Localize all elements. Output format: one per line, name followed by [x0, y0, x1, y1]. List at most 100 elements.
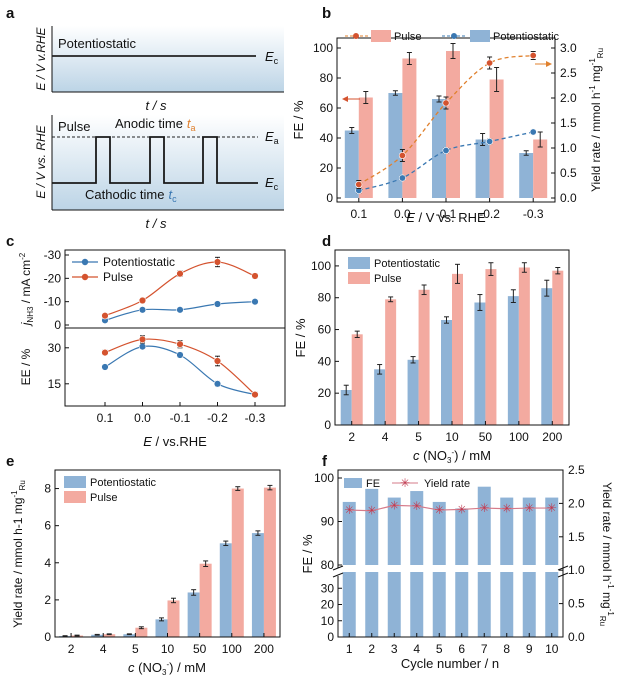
panel-b-legend: Pulse Potentiostatic [345, 30, 560, 43]
tick-label-c-bottom-y: 15 [48, 377, 62, 391]
bar-d-potentiostatic [407, 359, 419, 425]
bar-b-pulse [446, 51, 460, 198]
point-f-yield: ✳ [389, 498, 399, 512]
point-c-top-potentiostatic [176, 306, 184, 314]
point-f-yield: ✳ [434, 503, 444, 517]
panel-c-top-ylabel: jNH3 / mA cm-2 [18, 252, 35, 327]
tick-label-e-y: 6 [44, 519, 51, 533]
bar-f-fe-lower [342, 572, 356, 637]
panel-d-plot: 2 4 5 10 50 100 200 0 20 40 60 80 100 [311, 259, 564, 444]
tick-label-f-ylower: 10 [321, 614, 335, 628]
tick-label-b-yleft: 0 [326, 191, 333, 205]
legend-pot-swatch [470, 30, 490, 42]
panel-f-left-break-mark [332, 565, 344, 578]
panel-a-bottom-fill [52, 115, 284, 210]
panel-a-bottom-xlabel: t / s [146, 216, 167, 231]
tick-label-b-x: -0.3 [523, 207, 544, 221]
tick-label-c-top-y: -20 [44, 271, 62, 285]
point-c-top-pulse [213, 258, 222, 266]
panel-a-pulse-waveform [52, 136, 258, 184]
bar-d-potentiostatic [374, 369, 386, 425]
legend-d-pot-label: Potentiostatic [374, 258, 441, 270]
panel-f-right-break-mark [557, 565, 569, 578]
tick-label-e-x: 10 [161, 642, 175, 656]
bar-b-potentiostatic [432, 99, 446, 198]
bar-f-fe-lower [455, 572, 469, 637]
point-f-yield: ✳ [457, 502, 467, 516]
legend-f-fe-swatch [344, 478, 362, 488]
panel-f-legend: FE ✳ Yield rate [344, 476, 470, 490]
bar-f-fe-upper [522, 497, 536, 565]
panel-e-xlabel: c (NO3-) / mM [128, 660, 206, 677]
legend-c-pot-label: Potentiostatic [103, 255, 175, 269]
bar-d-pulse [518, 267, 530, 425]
bar-d-potentiostatic [340, 390, 352, 425]
tick-label-e-y: 4 [44, 556, 51, 570]
tick-label-f-x: 5 [436, 642, 443, 656]
point-c-top-pulse [101, 311, 109, 320]
tick-label-d-x: 4 [382, 430, 389, 444]
panel-a-letter: a [6, 5, 15, 22]
panel-a: a Potentiostatic Ec t / s E / V v.RHE Pu… [6, 5, 284, 231]
line-f-yield [349, 504, 552, 512]
tick-label-f-ylower: 20 [321, 598, 335, 612]
legend-e-pot-label: Potentiostatic [90, 477, 157, 489]
bar-f-fe-upper [387, 497, 401, 565]
tick-label-d-y: 40 [318, 354, 332, 368]
bar-f-fe-upper [410, 491, 424, 565]
tick-label-f-x: 6 [458, 642, 465, 656]
bar-f-fe-lower [365, 572, 379, 637]
panel-b-ylabel-left: FE / % [291, 100, 306, 139]
tick-label-f-yupper: 90 [321, 515, 335, 529]
bar-d-potentiostatic [541, 288, 553, 425]
legend-d-pulse-swatch [348, 272, 370, 284]
panel-d: d 2 4 5 10 50 100 200 0 20 40 60 80 100 Potentiostat… [293, 233, 570, 465]
bar-f-fe-lower [432, 572, 446, 637]
point-b-pulse-yield [398, 152, 406, 160]
point-b-pulse-yield [529, 51, 537, 59]
bar-f-fe-lower [387, 572, 401, 637]
panel-f-ylabel-right: Yield rate / mmol h-1 mg-1Ru [598, 482, 615, 626]
tick-label-f-yright: 0.0 [568, 630, 585, 644]
legend-c-pulse-marker [81, 273, 89, 281]
point-c-bottom-potentiostatic [101, 363, 109, 371]
legend-f-fe-label: FE [366, 478, 380, 490]
tick-label-b-yleft: 80 [320, 71, 334, 85]
tick-label-f-yupper: 100 [314, 471, 334, 485]
panel-b-right-arrowhead [546, 61, 552, 67]
bar-e-pulse [199, 563, 212, 637]
legend-pulse-swatch [371, 30, 391, 42]
panel-a-ec-label: Ec [265, 175, 279, 192]
panel-a-top-xlabel: t / s [146, 98, 167, 113]
tick-label-f-x: 3 [391, 642, 398, 656]
bar-b-potentiostatic [344, 130, 359, 198]
bar-e-pulse [103, 634, 116, 637]
bar-b-potentiostatic [519, 153, 534, 198]
bar-d-pulse [452, 273, 463, 425]
bar-d-potentiostatic [474, 302, 486, 425]
point-f-yield: ✳ [479, 501, 489, 515]
tick-label-e-y: 0 [44, 630, 51, 644]
tick-label-b-x: 0.0 [394, 207, 411, 221]
point-c-top-pulse [251, 272, 259, 280]
point-c-bottom-pulse [176, 340, 184, 348]
bar-f-fe-upper [365, 488, 379, 565]
panel-c-letter: c [6, 233, 14, 250]
tick-label-c-x: -0.3 [245, 411, 266, 425]
tick-label-c-bottom-y: 30 [48, 341, 62, 355]
tick-label-d-x: 200 [542, 430, 562, 444]
bar-f-fe-lower [477, 572, 491, 637]
panel-b: b 0.1 0.0 -0.1 -0.2 -0.3 0 20 40 60 80 100 0.0 0.5 1.… [291, 5, 605, 225]
tick-label-b-x: -0.2 [479, 207, 500, 221]
legend-d-pot-swatch [348, 257, 370, 269]
panel-e-letter: e [6, 453, 14, 470]
bar-f-fe-upper [432, 501, 446, 565]
legend-pot-yield-marker [451, 33, 457, 39]
bar-f-fe-lower [500, 572, 514, 637]
bar-f-fe-lower [545, 572, 559, 637]
bar-b-pulse [533, 139, 548, 198]
tick-label-d-y: 80 [318, 291, 332, 305]
bar-e-potentiostatic [251, 533, 264, 637]
tick-label-d-x: 50 [479, 430, 493, 444]
